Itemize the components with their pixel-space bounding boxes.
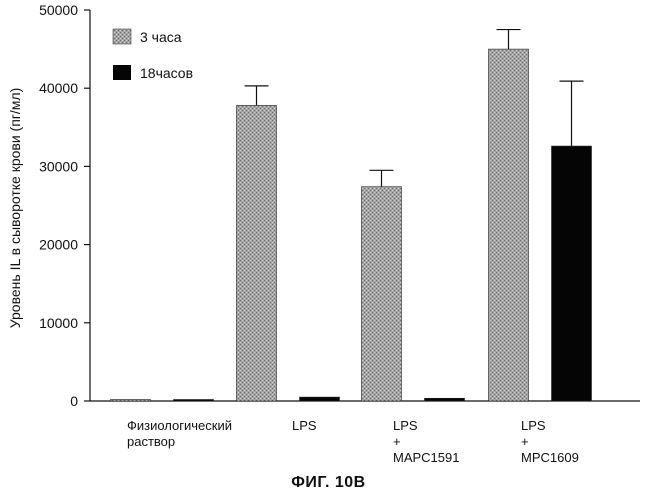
category-label: + bbox=[393, 434, 401, 449]
bar-3h-0 bbox=[111, 400, 151, 402]
y-tick-label: 10000 bbox=[39, 315, 78, 331]
bar-18h-2 bbox=[425, 398, 465, 401]
legend-label-18h: 18часов bbox=[140, 65, 193, 81]
bars bbox=[111, 49, 592, 401]
category-label: + bbox=[521, 434, 529, 449]
bar-18h-1 bbox=[300, 397, 340, 401]
error-bars bbox=[245, 30, 584, 187]
category-label: LPS bbox=[521, 418, 546, 433]
bar-3h-1 bbox=[237, 105, 277, 401]
bar-18h-0 bbox=[174, 400, 214, 402]
bar-3h-3 bbox=[489, 49, 529, 401]
y-tick-label: 20000 bbox=[39, 237, 78, 253]
bar-chart: Уровень IL в сыворотке крови (пг/мл) 0 10… bbox=[0, 0, 657, 500]
bar-18h-3 bbox=[552, 146, 592, 401]
category-label: LPS bbox=[393, 418, 418, 433]
figure-caption: ФИГ. 10B bbox=[0, 474, 657, 492]
y-tick-label: 50000 bbox=[39, 2, 78, 18]
category-label: LPS bbox=[292, 418, 317, 433]
legend-swatch-18h bbox=[113, 65, 131, 80]
category-labels: ФизиологическийрастворLPSLPS+MAPC1591LPS… bbox=[127, 418, 579, 465]
legend-label-3h: 3 часа bbox=[140, 29, 182, 45]
y-tick-label: 0 bbox=[70, 393, 78, 409]
legend: 3 часа 18часов bbox=[113, 29, 193, 81]
category-label: MAPC1591 bbox=[393, 450, 459, 465]
bar-3h-2 bbox=[362, 187, 402, 401]
legend-swatch-3h bbox=[113, 29, 131, 44]
category-label: раствор bbox=[127, 434, 175, 449]
y-tick-label: 40000 bbox=[39, 80, 78, 96]
y-ticks: 0 10000 20000 30000 40000 50000 bbox=[39, 2, 90, 409]
category-label: MPC1609 bbox=[521, 450, 579, 465]
category-label: Физиологический bbox=[127, 418, 232, 433]
y-tick-label: 30000 bbox=[39, 158, 78, 174]
y-axis-label: Уровень IL в сыворотке крови (пг/мл) bbox=[7, 88, 23, 329]
